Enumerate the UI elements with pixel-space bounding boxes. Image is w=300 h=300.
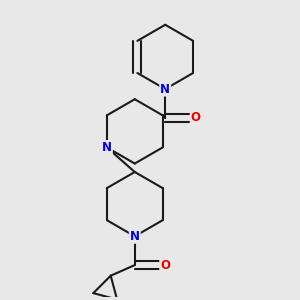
Text: N: N — [102, 141, 112, 154]
Text: O: O — [191, 111, 201, 124]
Text: N: N — [130, 230, 140, 243]
Text: N: N — [160, 82, 170, 96]
Text: O: O — [160, 259, 170, 272]
